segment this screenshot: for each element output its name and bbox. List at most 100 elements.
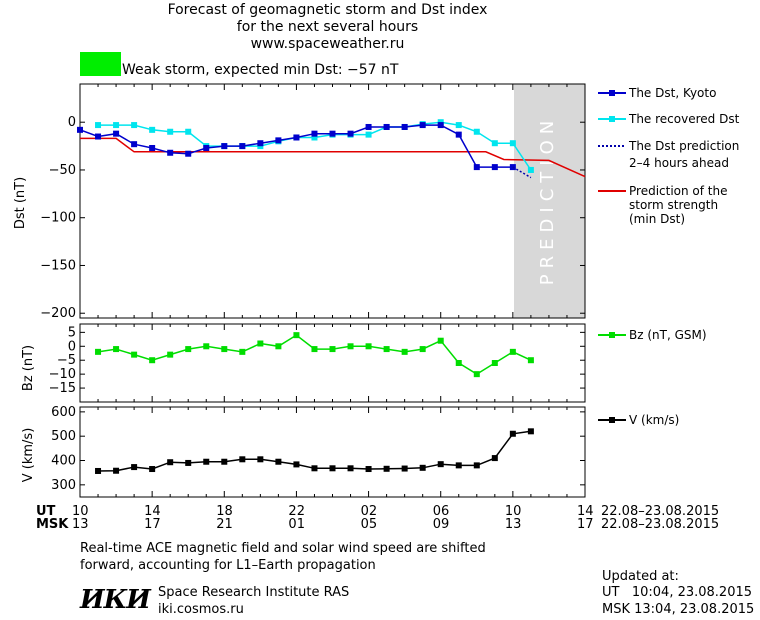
series-v-point <box>239 456 246 463</box>
series-v-point <box>113 467 120 474</box>
dst-ytick-label: 0 <box>68 115 76 130</box>
bz-axis-label: Bz (nT) <box>21 345 36 391</box>
series-dst-recovered-point <box>167 128 174 135</box>
series-dst-kyoto-point <box>149 144 156 151</box>
series-v-point <box>491 455 498 462</box>
series-v-point <box>383 465 390 472</box>
series-dst-kyoto-point <box>77 126 83 133</box>
msk-tick-label: 17 <box>144 517 161 532</box>
series-dst-kyoto-point <box>113 130 120 137</box>
legend-recovered-marker <box>609 116 615 122</box>
legend-bz-label: Bz (nT, GSM) <box>629 328 707 342</box>
v-panel-frame <box>79 406 586 498</box>
legend-prediction-label-1: The Dst prediction <box>629 139 740 153</box>
series-dst-kyoto-point <box>491 164 498 171</box>
series-dst-recovered-point <box>509 140 516 147</box>
series-bz-point <box>383 346 390 353</box>
bz-ytick-label: 0 <box>68 339 76 354</box>
series-bz-point <box>491 360 498 366</box>
series-bz-point <box>131 351 138 358</box>
series-v-point <box>365 466 372 473</box>
ut-tick-label: 14 <box>577 504 594 519</box>
series-group <box>77 119 586 474</box>
series-dst-kyoto-point <box>401 123 408 130</box>
msk-axis-label: MSK <box>36 517 69 532</box>
series-dst-kyoto-point <box>311 130 318 137</box>
series-dst-recovered-point <box>365 131 372 138</box>
series-dst-recovered-point <box>185 128 192 135</box>
bz-ytick-label: −15 <box>49 381 76 396</box>
msk-tick-label: 05 <box>360 517 378 532</box>
series-dst-kyoto-point <box>455 131 462 138</box>
dst-axis-label: Dst (nT) <box>13 177 28 229</box>
series-v-point <box>527 428 534 435</box>
series-dst-recovered-point <box>455 122 462 129</box>
series-v-point <box>221 458 228 465</box>
series-bz-point <box>311 346 318 353</box>
series-bz-point <box>329 346 336 353</box>
series-storm-strength-line <box>80 137 586 178</box>
series-bz-point <box>419 346 426 353</box>
updated-msk: MSK 13:04, 23.08.2015 <box>602 602 755 617</box>
series-bz-point <box>437 337 444 344</box>
series-bz-point <box>293 332 300 339</box>
series-dst-kyoto-point <box>419 122 426 129</box>
series-bz-point <box>221 346 228 353</box>
series-dst-kyoto-point <box>473 164 480 171</box>
series-v-point <box>203 458 210 465</box>
series-dst-prediction-line <box>512 166 532 179</box>
series-dst-kyoto-point <box>167 149 174 156</box>
series-dst-kyoto-point <box>509 164 516 171</box>
series-v-point <box>401 465 408 472</box>
series-bz-point <box>275 343 282 350</box>
iki-logo: ИКИ <box>80 585 151 615</box>
msk-tick-label: 09 <box>432 517 450 532</box>
series-v-point <box>419 464 426 471</box>
series-v-point <box>509 430 516 437</box>
series-v-point <box>131 464 138 471</box>
legend-v-marker <box>609 417 615 423</box>
site-url[interactable]: www.spaceweather.ru <box>250 36 405 52</box>
ut-tick-label: 22 <box>288 504 305 519</box>
legend-strength-label-1: Prediction of the <box>629 184 728 198</box>
series-bz-point <box>527 357 534 364</box>
series-v-point <box>185 459 192 466</box>
series-v-point <box>311 465 318 472</box>
legend-v-label: V (km/s) <box>629 413 680 427</box>
series-dst-recovered-point <box>113 122 120 129</box>
series-dst-kyoto-point <box>293 134 300 141</box>
series-dst-kyoto-point <box>347 130 354 137</box>
series-v-point <box>149 466 156 473</box>
series-v-line <box>97 430 532 472</box>
msk-tick-label: 13 <box>72 517 89 532</box>
ut-tick-label: 02 <box>360 504 378 519</box>
series-dst-recovered-point <box>527 166 534 173</box>
series-bz-point <box>149 357 156 364</box>
series-bz-point <box>185 346 192 353</box>
series-v-point <box>257 456 264 463</box>
series-dst-kyoto-point <box>185 150 192 157</box>
series-dst-recovered-point <box>311 134 318 141</box>
msk-tick-label: 17 <box>577 517 594 532</box>
institute-website[interactable]: iki.cosmos.ru <box>158 602 244 617</box>
legend-symbols <box>598 90 626 423</box>
prediction-band-dst <box>514 84 585 318</box>
series-v-point <box>293 461 300 468</box>
series-dst-recovered-point <box>491 140 498 147</box>
series-bz-point <box>113 346 120 353</box>
series-dst-kyoto-line <box>79 124 513 168</box>
series-v-point <box>455 462 462 469</box>
series-bz-point <box>95 348 102 355</box>
series-dst-recovered-point <box>95 122 102 129</box>
series-dst-kyoto-point <box>437 122 444 129</box>
v-ytick-label: 600 <box>51 405 76 420</box>
legend-bz-marker <box>609 332 615 338</box>
series-dst-kyoto-point <box>257 140 264 147</box>
series-dst-kyoto-point <box>365 123 372 130</box>
date-range-msk: 22.08–23.08.2015 <box>601 517 720 532</box>
dst-ytick-label: −150 <box>40 258 76 273</box>
prediction-label: PREDICTION <box>537 115 558 285</box>
series-v-point <box>437 461 444 468</box>
msk-tick-label: 21 <box>216 517 233 532</box>
